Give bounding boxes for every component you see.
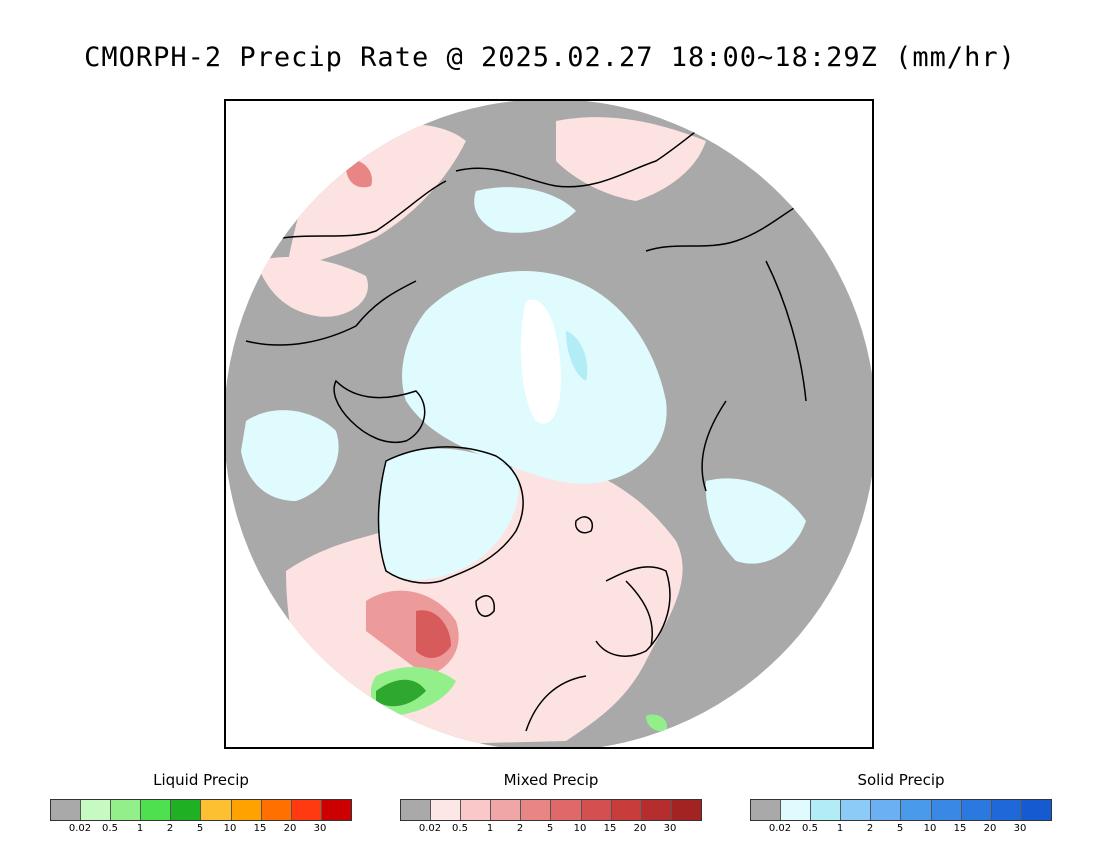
legend-swatch: [51, 800, 82, 820]
legend-swatch: [931, 800, 962, 820]
legend-swatch: [961, 800, 992, 820]
legend-mixed-precip: Mixed Precip 0.02 0.5 1 2 5 10 15 20 30: [400, 770, 702, 835]
legend-swatch: [901, 800, 932, 820]
coastlines: [245, 110, 807, 732]
legend-swatch: [751, 800, 782, 820]
legend-tick-label: 15: [253, 823, 267, 834]
legend-solid-precip: Solid Precip 0.02 0.5 1 2 5 10 15 20 30: [750, 770, 1052, 835]
legend-tick-label: 20: [983, 823, 997, 834]
solid-precip-siberia: [474, 187, 576, 233]
color-bar: [400, 799, 702, 821]
polar-precip-map: [224, 99, 874, 749]
legend-swatch: [171, 800, 202, 820]
legend-swatch: [81, 800, 112, 820]
legend-swatch: [871, 800, 902, 820]
legend-swatch: [321, 800, 351, 820]
liquid-precip-strong: [376, 679, 426, 707]
legend-swatch: [401, 800, 432, 820]
legend-swatch: [201, 800, 232, 820]
tick-labels: 0.02 0.5 1 2 5 10 15 20 30: [750, 821, 1052, 835]
legend-tick-label: 0.02: [68, 823, 92, 834]
legend-swatch: [431, 800, 462, 820]
legend-tick-label: 15: [603, 823, 617, 834]
legend-tick-label: 30: [1013, 823, 1027, 834]
liquid-precip-europe: [646, 714, 667, 732]
legend-swatch: [811, 800, 842, 820]
tick-labels: 0.02 0.5 1 2 5 10 15 20 30: [400, 821, 702, 835]
mixed-precip-strong: [416, 610, 451, 658]
legend-tick-label: 2: [516, 823, 524, 834]
legend-swatch: [521, 800, 552, 820]
legend-swatch: [581, 800, 612, 820]
polar-stereographic-map: [226, 101, 872, 747]
legend-tick-label: 10: [223, 823, 237, 834]
solid-precip-moderate: [566, 331, 588, 381]
legend-tick-label: 0.02: [768, 823, 792, 834]
legend-tick-label: 2: [166, 823, 174, 834]
legend-tick-label: 1: [486, 823, 494, 834]
legend-tick-label: 0.5: [802, 823, 818, 834]
legend-tick-label: 20: [283, 823, 297, 834]
legend-tick-label: 20: [633, 823, 647, 834]
legend-swatch: [551, 800, 582, 820]
legend-tick-label: 1: [136, 823, 144, 834]
color-bar: [750, 799, 1052, 821]
solid-precip-greenland: [378, 448, 519, 580]
solid-precip-eurasia: [705, 478, 806, 564]
legend-title: Mixed Precip: [503, 771, 599, 789]
mixed-precip-pacific-core: [345, 160, 372, 188]
legend-swatch: [111, 800, 142, 820]
legend-tick-label: 0.02: [418, 823, 442, 834]
legend-tick-label: 30: [663, 823, 677, 834]
legend-swatch: [291, 800, 322, 820]
legend-swatch: [231, 800, 262, 820]
legend-swatch: [641, 800, 672, 820]
legend-swatch: [491, 800, 522, 820]
legend-swatch: [141, 800, 172, 820]
legend-swatch: [1021, 800, 1051, 820]
legend-swatch: [991, 800, 1022, 820]
legend-swatch: [841, 800, 872, 820]
mixed-precip-west: [256, 256, 368, 317]
map-title: CMORPH-2 Precip Rate @ 2025.02.27 18:00~…: [84, 42, 1016, 73]
legend-swatch: [671, 800, 701, 820]
legend-tick-label: 10: [923, 823, 937, 834]
legend-tick-label: 0.5: [102, 823, 118, 834]
legend-tick-label: 10: [573, 823, 587, 834]
legend-swatch: [781, 800, 812, 820]
legend-tick-label: 5: [196, 823, 204, 834]
legend-tick-label: 5: [546, 823, 554, 834]
legend-tick-label: 2: [866, 823, 874, 834]
legend-tick-label: 0.5: [452, 823, 468, 834]
legend-title: Liquid Precip: [153, 771, 249, 789]
tick-labels: 0.02 0.5 1 2 5 10 15 20 30: [50, 821, 352, 835]
mixed-precip-siberia: [556, 117, 706, 201]
legend-title: Solid Precip: [857, 771, 945, 789]
legend-swatch: [461, 800, 492, 820]
legend-swatch: [261, 800, 292, 820]
color-bar: [50, 799, 352, 821]
legend-tick-label: 30: [313, 823, 327, 834]
legend-tick-label: 1: [836, 823, 844, 834]
solid-precip-canada: [241, 410, 339, 501]
legend-liquid-precip: Liquid Precip 0.02 0.5 1 2 5 10 15 20 30: [50, 770, 352, 835]
legend-swatch: [611, 800, 642, 820]
legend-tick-label: 5: [896, 823, 904, 834]
solid-precip-pole-core: [520, 299, 561, 424]
legend-tick-label: 15: [953, 823, 967, 834]
